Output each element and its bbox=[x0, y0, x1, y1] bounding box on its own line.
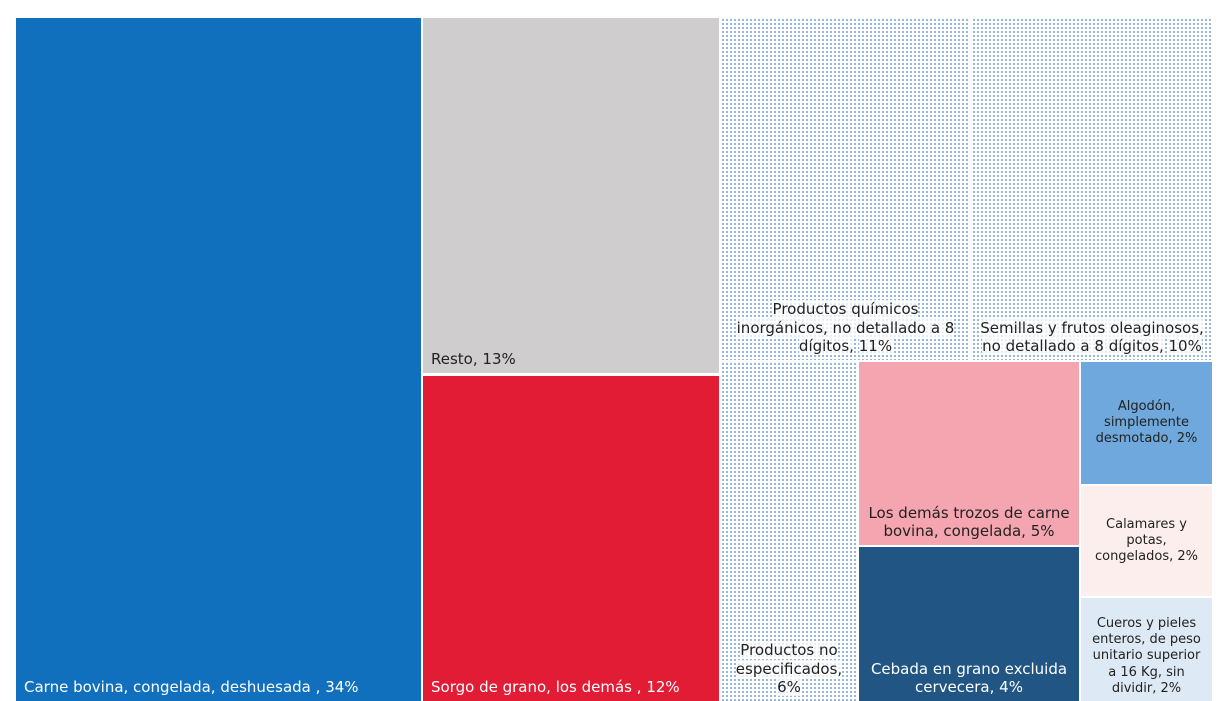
category-label: Los demás trozos de carne bovina, congel… bbox=[868, 503, 1070, 541]
cell-label: Productos químicos inorgánicos, no detal… bbox=[721, 296, 970, 360]
value-label: 5% bbox=[1030, 522, 1055, 541]
treemap-cell: Productos químicos inorgánicos, no detal… bbox=[721, 18, 970, 360]
value-label: 13% bbox=[482, 350, 516, 369]
treemap-cell: Semillas y frutos oleaginosos, no detall… bbox=[972, 18, 1212, 360]
category-label: Cueros y pieles enteros, de peso unitari… bbox=[1092, 615, 1201, 696]
cell-label: Calamares y potas, congelados, 2% bbox=[1081, 513, 1212, 570]
value-label: 34% bbox=[325, 678, 359, 697]
cell-label: Algodón, simplemente desmotado, 2% bbox=[1081, 395, 1212, 452]
cell-label: Cueros y pieles enteros, de peso unitari… bbox=[1081, 612, 1212, 701]
treemap-cell: Algodón, simplemente desmotado, 2% bbox=[1081, 362, 1212, 484]
treemap-cell: Calamares y potas, congelados, 2% bbox=[1081, 486, 1212, 596]
treemap-cell: Cebada en grano excluida cervecera, 4% bbox=[859, 547, 1079, 701]
cell-label: Carne bovina, congelada, deshuesada , 34… bbox=[16, 674, 421, 701]
category-label: Algodón, simplemente desmotado, bbox=[1095, 398, 1189, 447]
cell-label: Los demás trozos de carne bovina, congel… bbox=[859, 500, 1079, 546]
cell-label: Resto, 13% bbox=[423, 346, 719, 373]
cell-label: Cebada en grano excluida cervecera, 4% bbox=[859, 656, 1079, 701]
category-label: Cebada en grano excluida cervecera, bbox=[870, 659, 1068, 697]
value-label: 11% bbox=[858, 337, 893, 356]
cell-label: Semillas y frutos oleaginosos, no detall… bbox=[972, 315, 1212, 361]
value-label: 2% bbox=[1160, 680, 1182, 696]
value-label: 2% bbox=[1176, 431, 1198, 447]
treemap-cell: Resto, 13% bbox=[423, 18, 719, 373]
category-label: Calamares y potas, congelados, bbox=[1094, 516, 1187, 565]
category-label: Productos no especificados, bbox=[735, 640, 843, 678]
treemap-cell: Productos no especificados, 6% bbox=[721, 362, 857, 701]
value-label: 12% bbox=[646, 678, 680, 697]
category-label: Resto, bbox=[431, 350, 478, 369]
treemap-cell: Carne bovina, congelada, deshuesada , 34… bbox=[16, 18, 421, 701]
value-label: 2% bbox=[1177, 549, 1199, 565]
treemap-cell: Los demás trozos de carne bovina, congel… bbox=[859, 362, 1079, 545]
cell-label: Productos no especificados, 6% bbox=[721, 637, 857, 701]
cell-label: Sorgo de grano, los demás , 12% bbox=[423, 674, 719, 701]
treemap-cell: Sorgo de grano, los demás , 12% bbox=[423, 376, 719, 701]
category-label: Productos químicos inorgánicos, no detal… bbox=[736, 299, 955, 356]
value-label: 10% bbox=[1168, 337, 1202, 356]
category-label: Carne bovina, congelada, deshuesada , bbox=[24, 678, 321, 697]
category-label: Sorgo de grano, los demás , bbox=[431, 678, 642, 697]
value-label: 6% bbox=[777, 678, 801, 697]
treemap-cell: Cueros y pieles enteros, de peso unitari… bbox=[1081, 598, 1212, 701]
value-label: 4% bbox=[999, 678, 1023, 697]
